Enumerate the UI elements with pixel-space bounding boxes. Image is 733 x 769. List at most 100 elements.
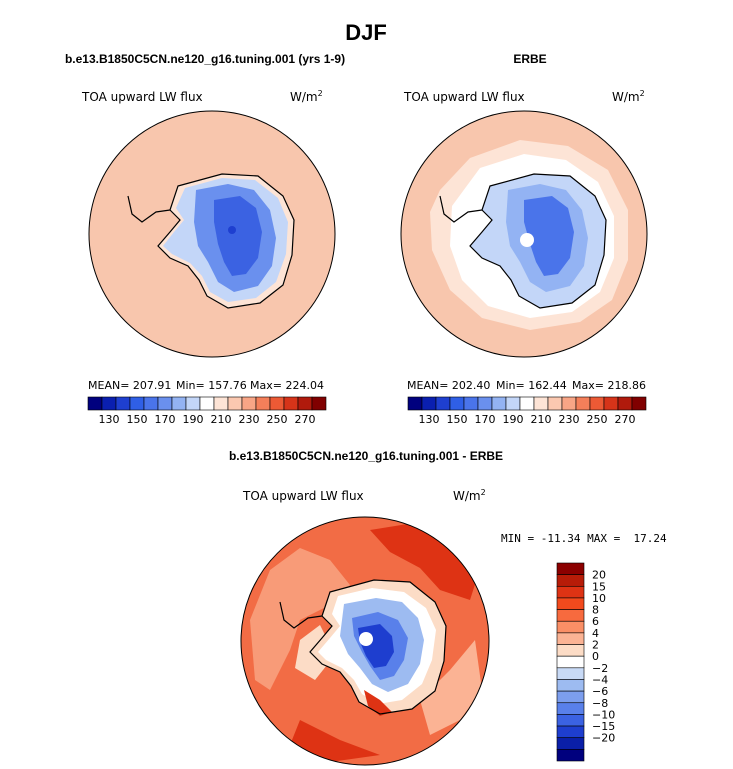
colorbar-swatch [101,396,117,411]
ocean-band-high2 [290,720,380,762]
colorbar-swatch [129,396,145,411]
colorbar-tick-label: −6 [592,685,608,698]
panel-difference: b.e13.B1850C5CN.ne120_g16.tuning.001 - E… [229,449,667,766]
antarctica-coastline [157,173,295,309]
colorbar-tick-label: 190 [183,413,204,426]
colorbar-tick-label: −20 [592,732,615,745]
colorbar-swatch [603,396,619,411]
colorbar-ticks: 130 150 170 190 210 230 250 270 [419,413,636,426]
colorbar-tick-label: −2 [592,662,608,675]
colorbar-swatch [227,396,243,411]
colorbar-swatch [617,396,633,411]
colorbar-swatch [631,396,647,411]
polar-map [401,111,647,357]
polar-map [89,111,335,357]
colorbar-swatch [463,396,479,411]
colorbar-swatch [213,396,229,411]
colorbar-tick-label: 4 [592,627,599,640]
colorbar-swatch [556,725,585,739]
colorbar-swatch [556,737,585,750]
colorbar-tick-label: 130 [99,413,120,426]
colorbar [407,396,647,411]
antarctic-peninsula [279,601,323,629]
colorbar-tick-label: 210 [211,413,232,426]
colorbar-swatch [297,396,313,411]
colorbar-swatch [171,396,187,411]
stat-mean: MEAN= 207.91 [88,379,171,392]
colorbar [87,396,327,411]
colorbar-tick-label: 10 [592,592,606,605]
colorbar-tick-label: 130 [419,413,440,426]
antarctic-peninsula [127,195,171,223]
colorbar-swatch [575,396,591,411]
colorbar-swatch [589,396,605,411]
colorbar-swatch [421,396,437,411]
antarctica-band-150 [524,196,574,276]
colorbar [556,562,585,762]
stat-min: Min= 157.76 [176,379,247,392]
colorbar-swatch [556,609,585,622]
panel-model: b.e13.B1850C5CN.ne120_g16.tuning.001 (yr… [65,52,345,426]
coastal-positive-anomaly [364,690,392,716]
antarctica-coastline [469,173,607,309]
antarctica-band-150 [214,196,262,276]
stat-mean: MEAN= 202.40 [407,379,490,392]
colorbar-swatch [556,620,585,634]
antarctic-peninsula [439,195,483,223]
colorbar-swatch [556,644,585,657]
stat-max: Max= 218.86 [572,379,646,392]
colorbar-swatch [547,396,563,411]
colorbar-swatch [199,396,215,411]
colorbar-tick-label: 210 [531,413,552,426]
colorbar-swatch [407,396,423,411]
colorbar-swatch [269,396,285,411]
map-boundary [88,110,336,358]
panel-title: b.e13.B1850C5CN.ne120_g16.tuning.001 - E… [229,449,503,463]
colorbar-swatch [143,396,159,411]
map-boundary [240,516,490,766]
colorbar-swatch [556,690,585,704]
colorbar-swatch [435,396,451,411]
colorbar-tick-label: −4 [592,673,608,686]
colorbar-tick-label: 250 [267,413,288,426]
colorbar-swatch [283,396,299,411]
minimum-spot [228,226,236,234]
variable-label: TOA upward LW flux [242,489,364,503]
colorbar-tick-label: 0 [592,650,599,663]
colorbar-swatch [556,597,585,610]
stat-min: Min= 162.44 [496,379,567,392]
colorbar-swatch [556,632,585,645]
map-boundary [400,110,648,358]
panel-title: ERBE [513,52,546,66]
units-label: W/m2 [453,488,486,503]
panel-observations: ERBE TOA upward LW flux W/m2 MEAN= 202.4… [400,52,648,426]
polar-map [241,517,489,765]
variable-label: TOA upward LW flux [403,90,525,104]
colorbar-swatch [311,396,327,411]
colorbar-tick-label: 250 [587,413,608,426]
units-label: W/m2 [612,89,645,104]
colorbar-tick-label: 270 [615,413,636,426]
colorbar-swatch [255,396,271,411]
colorbar-swatch [533,396,549,411]
colorbar-tick-label: 190 [503,413,524,426]
colorbar-swatch [556,667,585,680]
colorbar-swatch [556,562,585,575]
colorbar-swatch [519,396,535,411]
colorbar-swatch [449,396,465,411]
stat-max: Max= 224.04 [250,379,324,392]
colorbar-swatch [556,714,585,727]
page-title: DJF [345,20,387,45]
colorbar-swatch [87,396,103,411]
missing-data-pole [520,233,534,247]
colorbar-swatch [561,396,577,411]
colorbar-tick-label: −8 [592,697,608,710]
ocean-band-low2 [420,640,482,735]
units-label: W/m2 [290,89,323,104]
colorbar-swatch [556,574,585,587]
colorbar-swatch [477,396,493,411]
colorbar-tick-label: 6 [592,615,599,628]
colorbar-swatch [505,396,521,411]
colorbar-swatch [556,749,585,762]
